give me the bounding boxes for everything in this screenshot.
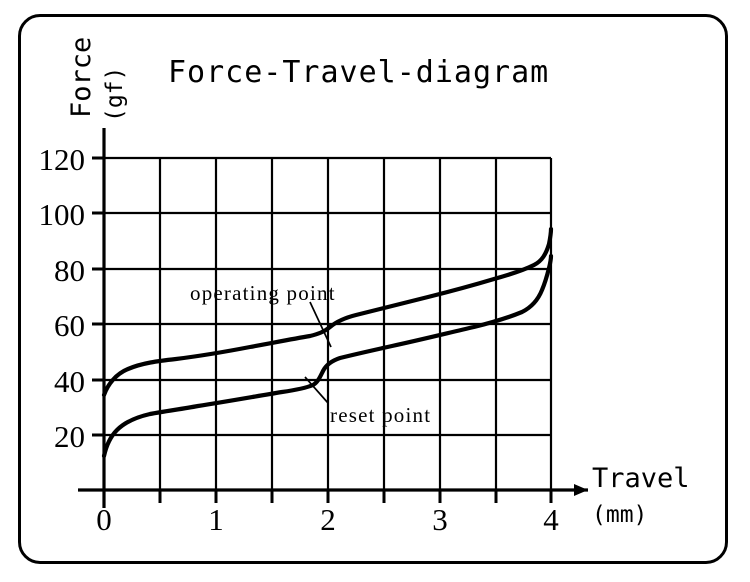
y-tick-label-60: 60 [54,308,85,343]
x-tick-labels: 0 1 2 3 4 [96,502,559,537]
y-tick-label-100: 100 [39,197,86,232]
chart-grid [104,156,553,490]
y-axis-unit: (gf) [102,67,128,122]
y-tick-label-20: 20 [54,419,85,454]
x-axis-unit: (mm) [592,502,647,528]
x-tick-label-2: 2 [320,502,336,537]
y-axis-title-group: Force (gf) [66,37,128,122]
annotation-leaders [304,301,332,404]
y-tick-labels: 120 100 80 60 40 20 [39,142,86,454]
x-tick-label-3: 3 [432,502,448,537]
x-axis-title: Travel [592,463,690,494]
x-tick-label-4: 4 [543,502,559,537]
operating-point-label: operating point [190,281,336,305]
y-tick-label-80: 80 [54,253,85,288]
y-tick-label-40: 40 [54,364,85,399]
x-tick-label-1: 1 [208,502,224,537]
x-axis-title-group: Travel (mm) [592,463,690,528]
chart-title: Force-Travel-diagram [168,55,549,90]
chart-axes [78,128,588,508]
x-tick-label-0: 0 [96,502,112,537]
figure-border [18,14,728,564]
reset-point-leader [304,376,329,404]
series-release-curve [101,253,554,459]
chart-series [101,226,554,459]
series-press-curve [101,226,554,398]
reset-point-label: reset point [330,403,431,427]
y-axis-title: Force [66,37,97,118]
y-tick-label-120: 120 [39,142,86,177]
operating-point-leader [309,301,332,348]
x-axis-arrowhead [574,484,588,496]
